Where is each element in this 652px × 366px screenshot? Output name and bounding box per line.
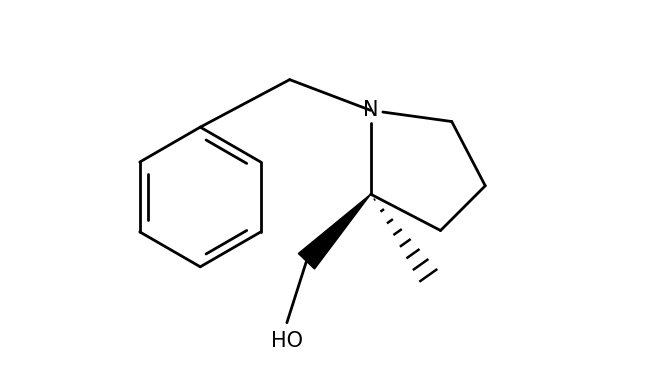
Text: HO: HO: [271, 331, 303, 351]
Polygon shape: [299, 194, 371, 269]
Text: N: N: [363, 100, 378, 120]
